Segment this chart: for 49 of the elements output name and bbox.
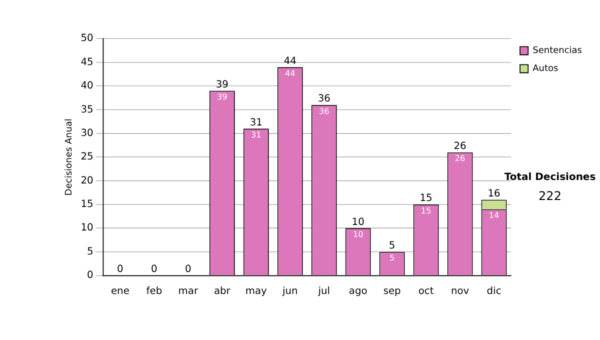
data-label: 44: [284, 68, 296, 78]
y-tick-label: 40: [80, 80, 94, 92]
x-tick-label: feb: [146, 286, 162, 297]
x-tick-label: nov: [450, 286, 470, 297]
total-label: 0: [185, 264, 192, 276]
total-label: 15: [420, 193, 432, 204]
legend-label: Sentencias: [532, 46, 582, 56]
total-label: 31: [250, 117, 262, 128]
x-tick-label: sep: [383, 286, 401, 297]
x-tick-label: ago: [348, 286, 368, 297]
x-tick-label: dic: [486, 286, 502, 297]
total-label: 10: [352, 216, 364, 228]
total-label: 0: [151, 264, 158, 276]
y-axis-title: Decisiones Anual: [64, 118, 74, 196]
y-tick-label: 25: [80, 152, 94, 163]
y-tick-label: 35: [80, 104, 94, 116]
total-label: 16: [488, 188, 500, 200]
total-label: 36: [318, 94, 330, 105]
data-label: 39: [217, 92, 228, 102]
y-tick-label: 0: [87, 270, 94, 282]
y-tick-label: 5: [87, 246, 94, 258]
y-tick-label: 50: [80, 33, 94, 44]
total-label: 0: [117, 264, 124, 276]
y-tick-label: 30: [80, 128, 94, 139]
legend-label: Autos: [532, 64, 559, 74]
x-tick-label: mar: [178, 286, 199, 297]
data-label: 10: [352, 229, 364, 240]
data-label: 36: [318, 106, 330, 116]
x-tick-label: ene: [110, 286, 130, 297]
x-tick-label: jun: [281, 286, 298, 297]
data-label: 14: [488, 210, 500, 220]
y-tick-label: 10: [80, 222, 94, 234]
total-label: 5: [388, 240, 396, 252]
x-tick-label: jul: [317, 286, 330, 297]
y-tick-label: 20: [80, 175, 94, 186]
data-label: 31: [250, 130, 262, 140]
x-tick-label: may: [245, 286, 268, 297]
y-tick-label: 15: [80, 199, 94, 210]
y-tick-label: 45: [80, 56, 94, 68]
data-label: 5: [390, 252, 395, 263]
total-label: 26: [454, 141, 466, 152]
x-tick-label: oct: [418, 286, 434, 297]
total-label: 39: [216, 79, 228, 90]
x-tick-label: abr: [214, 286, 232, 297]
total-label: 44: [284, 56, 296, 67]
data-label: 26: [454, 153, 466, 164]
text: 222: [538, 189, 562, 203]
annotation: Total Decisiones: [503, 172, 597, 183]
data-label: 15: [420, 205, 432, 216]
